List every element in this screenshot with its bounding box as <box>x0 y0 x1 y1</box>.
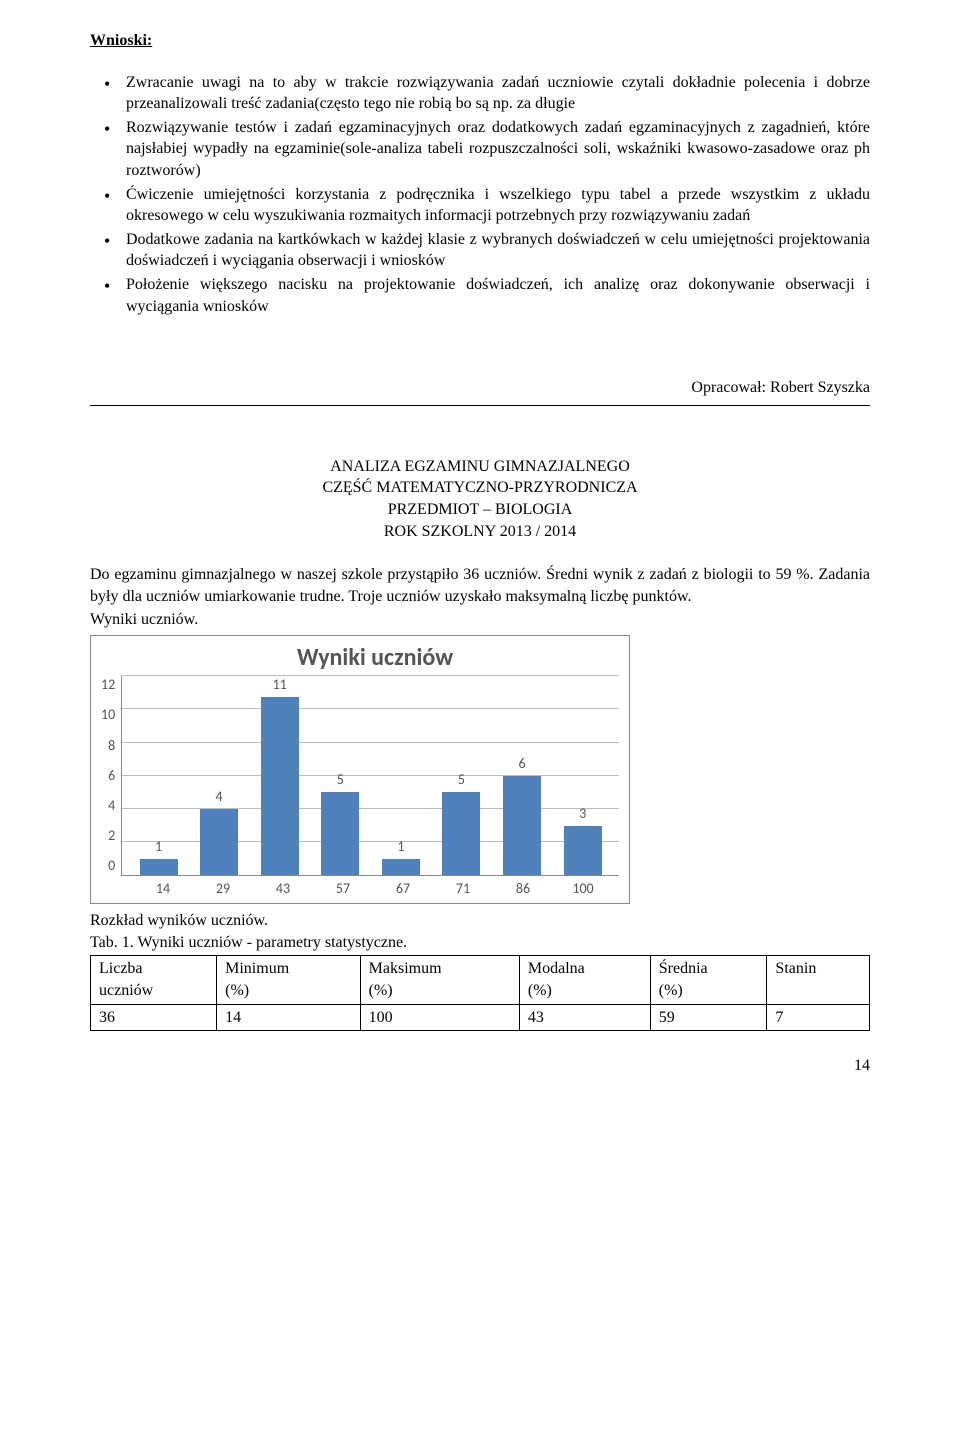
x-tick: 67 <box>373 880 433 899</box>
bar-rect <box>442 792 480 875</box>
x-tick: 43 <box>253 880 313 899</box>
table-cell: 14 <box>217 1004 361 1031</box>
summary-paragraph: Do egzaminu gimnazjalnego w naszej szkol… <box>90 564 870 607</box>
x-tick: 71 <box>433 880 493 899</box>
title-block: ANALIZA EGZAMINU GIMNAZJALNEGO CZĘŚĆ MAT… <box>90 456 870 542</box>
bar-value-label: 5 <box>458 771 465 790</box>
title-line: ANALIZA EGZAMINU GIMNAZJALNEGO <box>90 456 870 478</box>
x-tick: 14 <box>133 880 193 899</box>
bar-rect <box>382 859 420 876</box>
col-header: Modalna(%) <box>519 956 650 1004</box>
bar-chart: Wyniki uczniów 12 10 8 6 4 2 0 141151563… <box>90 635 630 904</box>
col-header: Minimum(%) <box>217 956 361 1004</box>
title-line: ROK SZKOLNY 2013 / 2014 <box>90 521 870 543</box>
y-tick: 2 <box>101 827 115 846</box>
bar-rect <box>321 792 359 875</box>
table-cell: 7 <box>767 1004 870 1031</box>
col-header: Stanin <box>767 956 870 1004</box>
page-number: 14 <box>90 1055 870 1077</box>
y-tick: 0 <box>101 857 115 876</box>
x-axis: 14 29 43 57 67 71 86 100 <box>127 876 619 899</box>
table-row: 36 14 100 43 59 7 <box>91 1004 870 1031</box>
y-axis: 12 10 8 6 4 2 0 <box>101 676 121 876</box>
table-cell: 36 <box>91 1004 217 1031</box>
bar-value-label: 6 <box>519 755 526 774</box>
x-tick: 86 <box>493 880 553 899</box>
list-item: Dodatkowe zadania na kartkówkach w każde… <box>126 229 870 272</box>
bar: 3 <box>552 676 613 875</box>
bar-value-label: 5 <box>337 771 344 790</box>
y-tick: 4 <box>101 797 115 816</box>
author-line: Opracował: Robert Szyszka <box>90 377 870 399</box>
title-line: CZĘŚĆ MATEMATYCZNO-PRZYRODNICZA <box>90 477 870 499</box>
y-tick: 8 <box>101 737 115 756</box>
bar-rect <box>200 809 238 875</box>
bar-rect <box>503 776 541 876</box>
list-item: Ćwiczenie umiejętności korzystania z pod… <box>126 184 870 227</box>
bar-value-label: 1 <box>155 838 162 857</box>
list-item: Położenie większego nacisku na projektow… <box>126 274 870 317</box>
bar-value-label: 1 <box>397 838 404 857</box>
title-line: PRZEDMIOT – BIOLOGIA <box>90 499 870 521</box>
bar-rect <box>261 697 299 875</box>
x-tick: 29 <box>193 880 253 899</box>
bar-value-label: 3 <box>579 805 586 824</box>
plot-area: 1 4 11 5 1 5 6 3 <box>121 676 619 876</box>
col-header: Średnia(%) <box>650 956 767 1004</box>
bar: 1 <box>371 676 432 875</box>
col-header: Liczbauczniów <box>91 956 217 1004</box>
bar: 5 <box>431 676 492 875</box>
x-tick: 57 <box>313 880 373 899</box>
table-header-row: Liczbauczniów Minimum(%) Maksimum(%) Mod… <box>91 956 870 1004</box>
y-tick: 10 <box>101 706 115 725</box>
y-tick: 12 <box>101 676 115 695</box>
bar: 1 <box>128 676 189 875</box>
bar: 11 <box>249 676 310 875</box>
sub-label: Wyniki uczniów. <box>90 609 870 631</box>
bar: 6 <box>492 676 553 875</box>
bar: 5 <box>310 676 371 875</box>
table-cell: 43 <box>519 1004 650 1031</box>
table-caption: Tab. 1. Wyniki uczniów - parametry staty… <box>90 932 870 954</box>
col-header: Maksimum(%) <box>360 956 519 1004</box>
bar-rect <box>564 826 602 876</box>
bar: 4 <box>189 676 250 875</box>
stats-table: Liczbauczniów Minimum(%) Maksimum(%) Mod… <box>90 955 870 1031</box>
x-tick: 100 <box>553 880 613 899</box>
table-caption: Rozkład wyników uczniów. <box>90 910 870 932</box>
bar-value-label: 11 <box>273 676 287 695</box>
bar-rect <box>140 859 178 876</box>
table-cell: 100 <box>360 1004 519 1031</box>
list-item: Zwracanie uwagi na to aby w trakcie rozw… <box>126 72 870 115</box>
bullet-list: Zwracanie uwagi na to aby w trakcie rozw… <box>90 72 870 318</box>
list-item: Rozwiązywanie testów i zadań egzaminacyj… <box>126 117 870 182</box>
y-tick: 6 <box>101 767 115 786</box>
separator <box>90 405 870 406</box>
chart-title: Wyniki uczniów <box>131 642 619 674</box>
wnioski-heading: Wnioski: <box>90 30 870 52</box>
table-cell: 59 <box>650 1004 767 1031</box>
bar-value-label: 4 <box>216 788 223 807</box>
